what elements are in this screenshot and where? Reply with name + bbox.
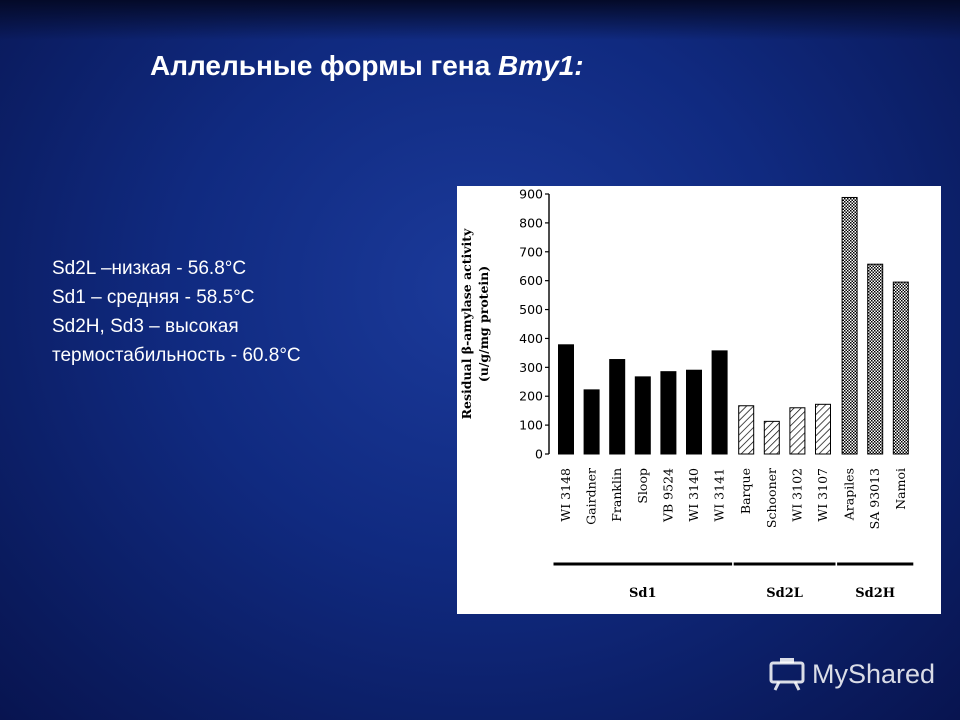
note-line: Sd1 – средняя - 58.5°C — [52, 287, 255, 308]
x-tick-label: WI 3102 — [789, 468, 804, 522]
title-gene: Bmy1: — [498, 50, 584, 81]
x-tick-label: Namoi — [893, 468, 908, 510]
slide-title: Аллельные формы гена Bmy1: — [150, 50, 584, 82]
y-axis-title-line2: (u/g/mg protein) — [476, 266, 491, 382]
x-tick-label: WI 3107 — [815, 468, 830, 522]
bar — [558, 344, 574, 455]
y-axis-title: Residual β-amylase activity (u/g/mg prote… — [459, 228, 491, 419]
bar — [634, 376, 651, 455]
bar — [583, 389, 600, 455]
bar — [841, 196, 858, 455]
bar — [609, 359, 626, 455]
note-line: Sd2H, Sd3 – высокая — [52, 316, 239, 337]
x-tick-label: Schooner — [764, 468, 779, 528]
projector-logo-icon — [769, 658, 805, 691]
bar — [711, 350, 728, 455]
bar — [660, 371, 677, 455]
note-line: термостабильность - 60.8°C — [52, 345, 301, 366]
bar — [686, 369, 702, 455]
bar — [815, 403, 831, 455]
group-label: Sd2L — [766, 586, 803, 601]
x-tick-label: WI 3141 — [712, 468, 727, 522]
x-tick-label: Arapiles — [842, 468, 857, 521]
y-tick-label: 900 — [519, 187, 543, 202]
bar — [763, 420, 780, 455]
y-tick-label: 500 — [519, 302, 543, 317]
bar — [892, 281, 909, 455]
x-tick-label: WI 3148 — [558, 468, 573, 522]
y-tick-label: 200 — [519, 389, 543, 404]
x-tick-label: VB 9524 — [660, 468, 675, 523]
x-tick-label: SA 93013 — [867, 468, 882, 529]
y-tick-label: 700 — [519, 244, 543, 259]
bar — [789, 407, 806, 455]
bar — [867, 263, 884, 455]
x-tick-label: Gairdner — [584, 468, 599, 525]
thermostability-notes: Sd2L –низкая - 56.8°C Sd1 – средняя - 58… — [52, 254, 301, 370]
top-band — [0, 0, 960, 40]
x-tick-label: Franklin — [609, 468, 624, 522]
x-tick-label: Sloop — [635, 468, 650, 504]
watermark: MyShared — [768, 656, 935, 692]
title-prefix: Аллельные формы гена — [150, 50, 499, 81]
y-tick-label: 0 — [535, 447, 543, 462]
group-label: Sd2H — [855, 586, 895, 601]
y-axis-title-line1: Residual β-amylase activity — [459, 228, 474, 419]
y-tick-label: 600 — [519, 273, 543, 288]
y-tick-label: 400 — [519, 331, 543, 346]
note-line: Sd2L –низкая - 56.8°C — [52, 258, 247, 279]
x-tick-label: WI 3140 — [686, 468, 701, 522]
bar-chart: Residual β-amylase activity (u/g/mg prote… — [459, 187, 914, 601]
x-tick-label: Barque — [738, 468, 753, 514]
watermark-text: MyShared — [812, 658, 936, 689]
group-label: Sd1 — [629, 586, 657, 601]
y-tick-label: 100 — [519, 418, 543, 433]
chart-figure: Residual β-amylase activity (u/g/mg prote… — [457, 186, 941, 614]
y-tick-label: 800 — [519, 215, 543, 230]
bar — [738, 405, 755, 455]
y-tick-label: 300 — [519, 360, 543, 375]
